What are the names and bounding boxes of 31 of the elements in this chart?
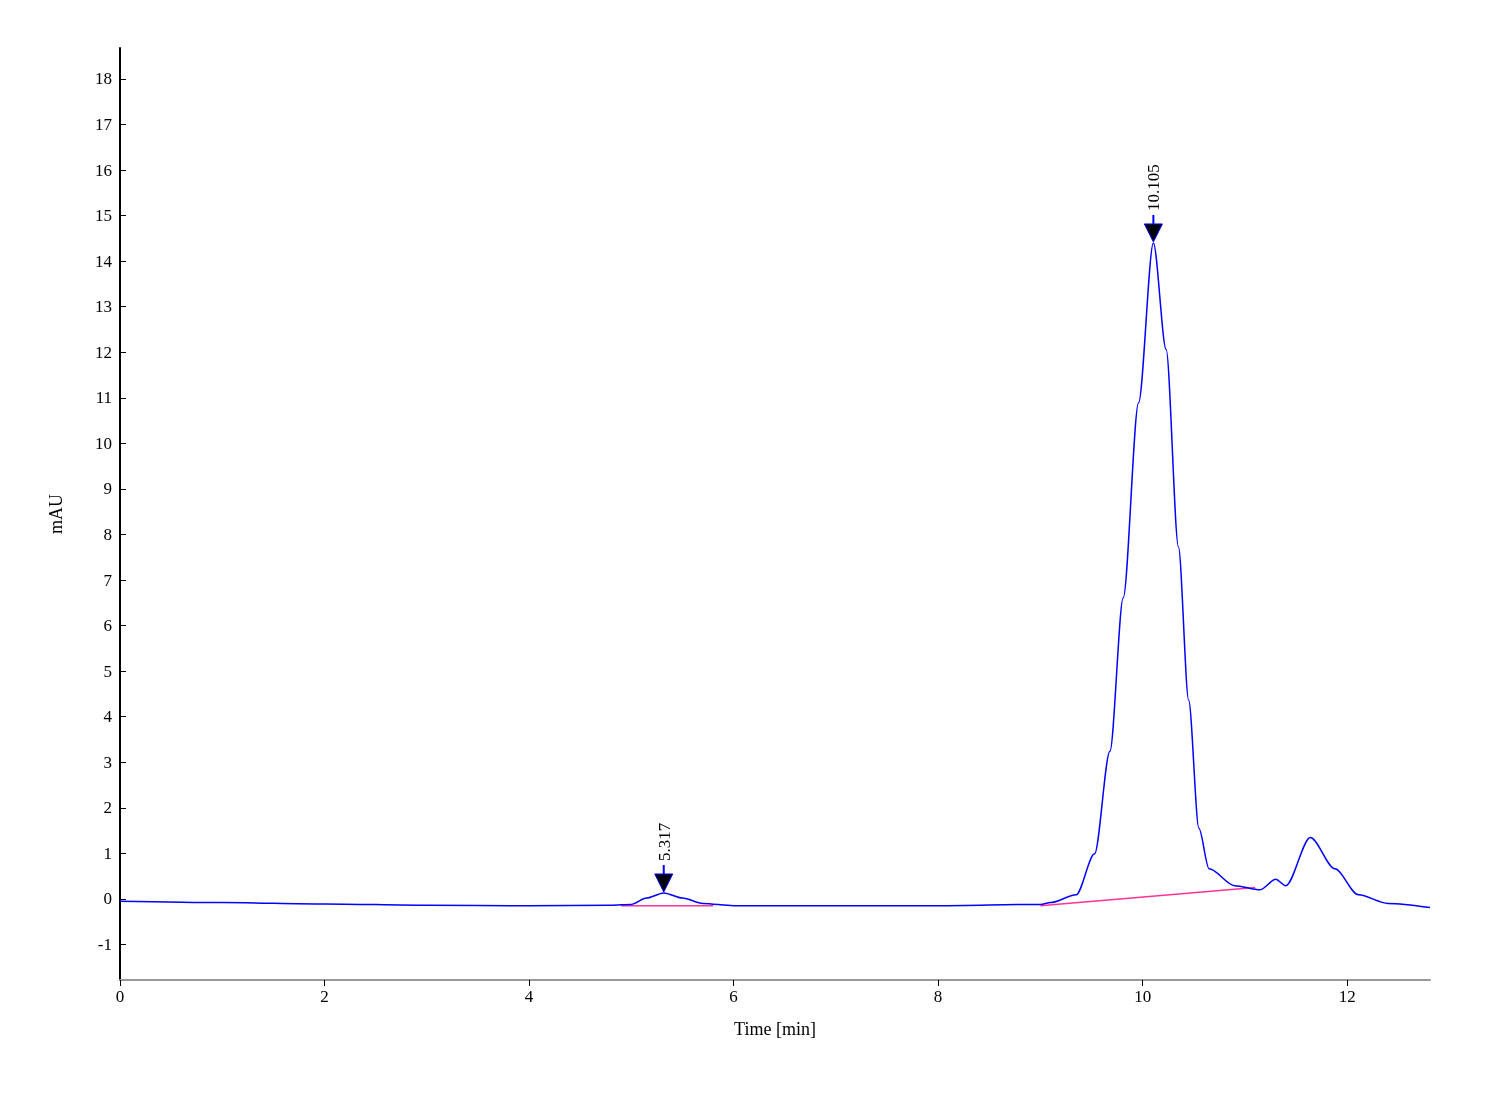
annotation: 5.317 — [654, 822, 674, 861]
y-tick-label: 16 — [95, 160, 112, 180]
y-axis-title: mAU — [46, 494, 66, 534]
y-tick-label: 3 — [103, 752, 112, 772]
y-tick-label: 15 — [95, 206, 112, 226]
y-tick-label: 8 — [103, 525, 112, 544]
y-tick-label: 2 — [103, 798, 112, 818]
y-tick-label: 6 — [103, 616, 112, 636]
y-tick-label: 11 — [95, 388, 112, 408]
y-tick-label: 9 — [103, 479, 112, 499]
y-tick-label: 7 — [103, 570, 113, 590]
x-axis-title: Time [min] — [734, 1019, 816, 1039]
y-tick-label: 13 — [95, 297, 112, 317]
y-tick-label: 5 — [103, 661, 112, 681]
x-tick-label: 4 — [524, 987, 534, 1006]
y-tick-label: 10 — [95, 433, 112, 453]
x-tick-label: 12 — [1338, 987, 1356, 1006]
x-tick-label: 0 — [115, 987, 125, 1006]
y-tick-label: 12 — [95, 342, 112, 362]
x-tick-label: 2 — [320, 987, 329, 1006]
y-tick-label: 4 — [103, 707, 113, 727]
x-tick-label: 6 — [729, 987, 738, 1006]
y-tick-label: 18 — [95, 69, 112, 89]
y-tick-label: 1 — [103, 843, 112, 863]
y-tick-label: 17 — [95, 115, 113, 135]
x-tick-label: 10 — [1134, 987, 1152, 1006]
x-tick-label: 8 — [933, 987, 943, 1006]
y-tick-label: -1 — [97, 934, 112, 954]
annotation: 10.105 — [1144, 164, 1164, 211]
y-tick-label: 14 — [95, 251, 113, 271]
y-tick-label: 0 — [103, 889, 112, 909]
